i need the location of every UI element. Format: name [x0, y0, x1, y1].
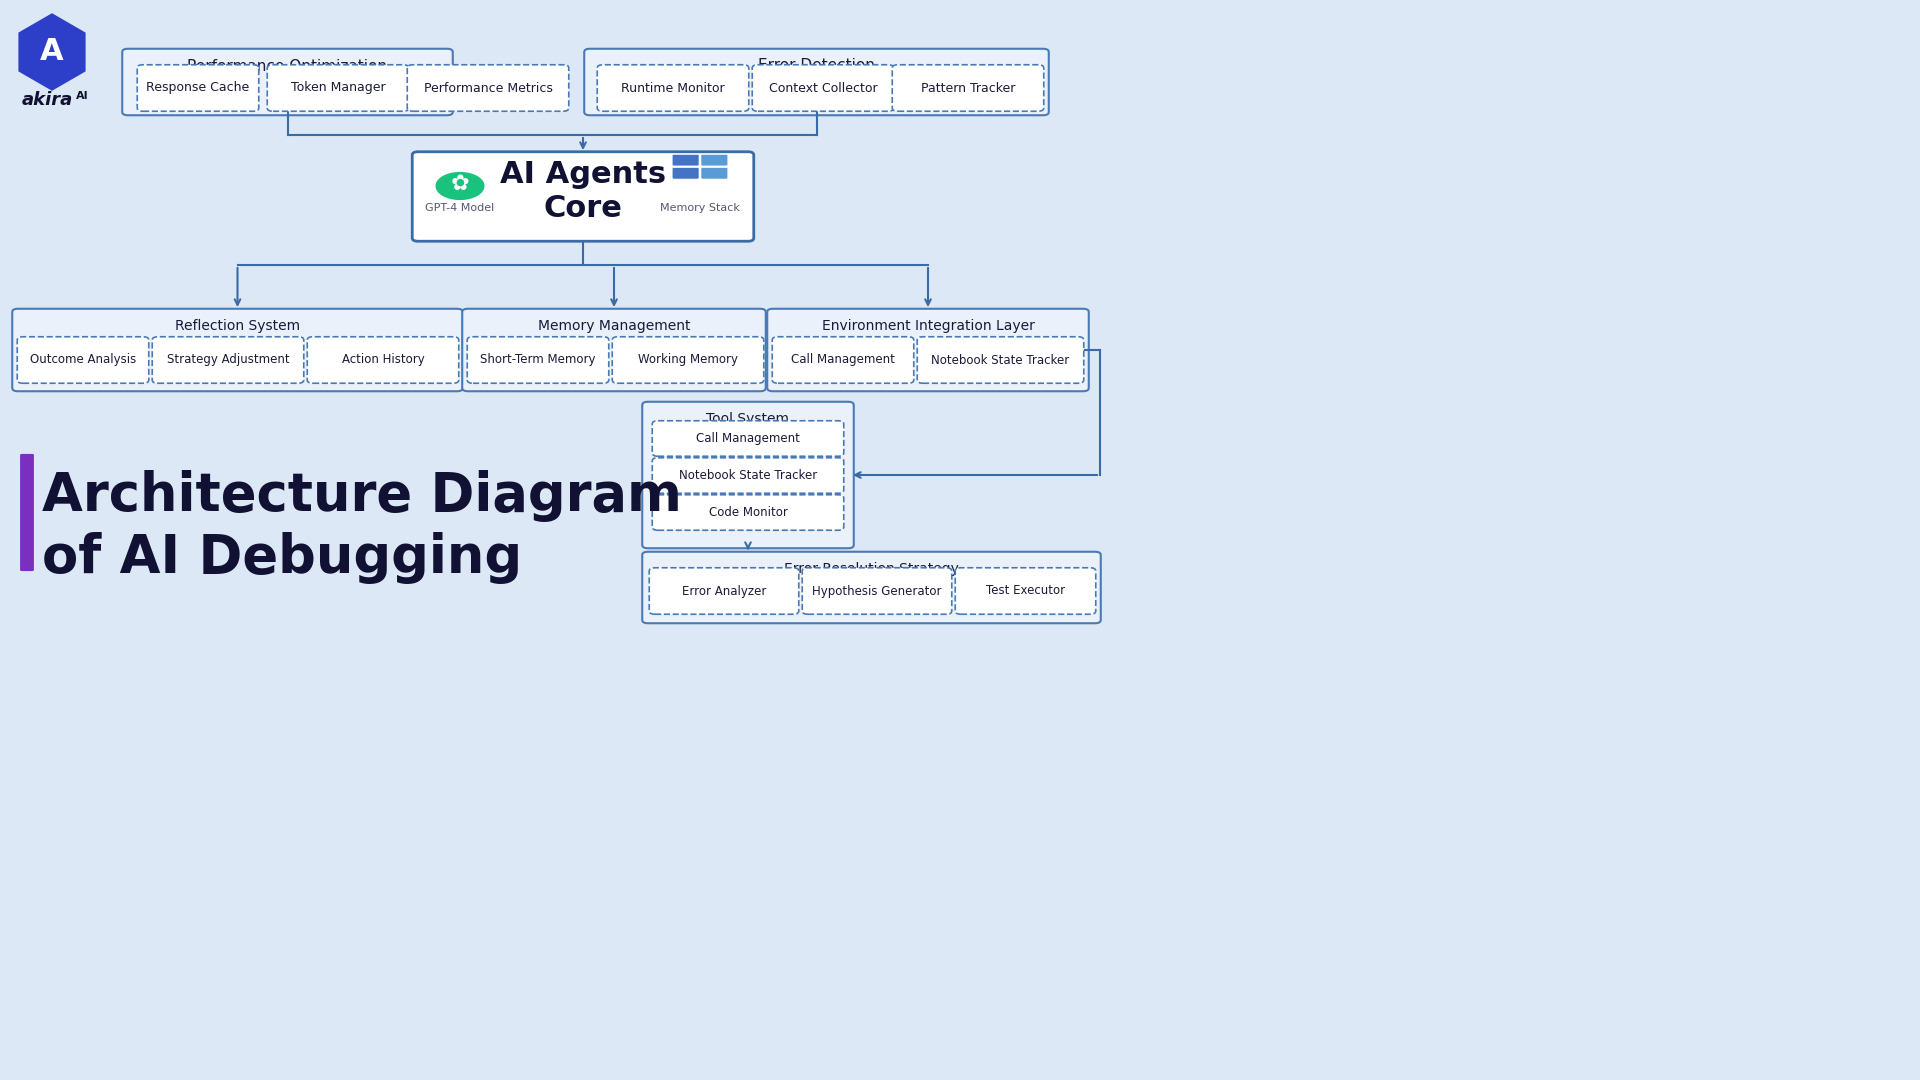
FancyBboxPatch shape	[701, 154, 728, 166]
Text: Memory Stack: Memory Stack	[660, 203, 739, 213]
FancyBboxPatch shape	[893, 65, 1044, 111]
Text: Token Manager: Token Manager	[290, 81, 386, 94]
FancyBboxPatch shape	[612, 337, 764, 383]
FancyBboxPatch shape	[407, 65, 568, 111]
FancyBboxPatch shape	[267, 65, 409, 111]
Text: Call Management: Call Management	[791, 353, 895, 366]
Text: Error Analyzer: Error Analyzer	[682, 584, 766, 597]
FancyBboxPatch shape	[584, 49, 1048, 116]
FancyBboxPatch shape	[803, 568, 952, 615]
Text: Action History: Action History	[342, 353, 424, 366]
FancyBboxPatch shape	[653, 495, 843, 530]
FancyBboxPatch shape	[641, 552, 1100, 623]
Circle shape	[436, 173, 484, 200]
FancyBboxPatch shape	[413, 152, 755, 241]
Text: Strategy Adjustment: Strategy Adjustment	[167, 353, 290, 366]
Text: Error Detection: Error Detection	[758, 58, 876, 73]
FancyBboxPatch shape	[641, 402, 854, 549]
FancyBboxPatch shape	[672, 154, 699, 166]
FancyBboxPatch shape	[653, 421, 843, 456]
Text: Code Monitor: Code Monitor	[708, 507, 787, 519]
FancyBboxPatch shape	[123, 49, 453, 116]
Text: Short-Term Memory: Short-Term Memory	[480, 353, 595, 366]
Text: Call Management: Call Management	[697, 432, 801, 445]
Text: Reflection System: Reflection System	[175, 319, 300, 333]
Text: AI Agents
Core: AI Agents Core	[499, 160, 666, 222]
Text: AI: AI	[75, 91, 88, 102]
FancyBboxPatch shape	[12, 309, 463, 391]
FancyBboxPatch shape	[17, 337, 148, 383]
Text: Response Cache: Response Cache	[146, 81, 250, 94]
FancyBboxPatch shape	[136, 65, 259, 111]
FancyBboxPatch shape	[701, 167, 728, 179]
Text: Pattern Tracker: Pattern Tracker	[922, 81, 1016, 94]
Text: Runtime Monitor: Runtime Monitor	[622, 81, 726, 94]
FancyBboxPatch shape	[768, 309, 1089, 391]
Text: Working Memory: Working Memory	[637, 353, 737, 366]
Text: Architecture Diagram
of AI Debugging: Architecture Diagram of AI Debugging	[42, 470, 682, 584]
FancyBboxPatch shape	[597, 65, 749, 111]
Text: Memory Management: Memory Management	[538, 319, 691, 333]
Text: Tool System: Tool System	[707, 411, 789, 426]
Text: Notebook State Tracker: Notebook State Tracker	[931, 353, 1069, 366]
Polygon shape	[19, 14, 84, 90]
FancyBboxPatch shape	[653, 458, 843, 494]
FancyBboxPatch shape	[463, 309, 766, 391]
Text: GPT-4 Model: GPT-4 Model	[426, 203, 495, 213]
Text: akira: akira	[21, 91, 73, 109]
Text: Performance Optimization: Performance Optimization	[188, 58, 388, 73]
FancyBboxPatch shape	[649, 568, 799, 615]
Text: Notebook State Tracker: Notebook State Tracker	[680, 469, 818, 482]
FancyBboxPatch shape	[772, 337, 914, 383]
Text: Test Executor: Test Executor	[987, 584, 1066, 597]
FancyBboxPatch shape	[19, 454, 35, 571]
Text: Context Collector: Context Collector	[768, 81, 877, 94]
Text: A: A	[40, 38, 63, 67]
Text: Error Resolution Strategy: Error Resolution Strategy	[783, 562, 958, 576]
FancyBboxPatch shape	[956, 568, 1096, 615]
FancyBboxPatch shape	[753, 65, 893, 111]
FancyBboxPatch shape	[467, 337, 609, 383]
Text: ✿: ✿	[451, 174, 468, 194]
Text: Performance Metrics: Performance Metrics	[424, 81, 553, 94]
FancyBboxPatch shape	[672, 167, 699, 179]
FancyBboxPatch shape	[152, 337, 303, 383]
FancyBboxPatch shape	[918, 337, 1083, 383]
FancyBboxPatch shape	[307, 337, 459, 383]
Text: Outcome Analysis: Outcome Analysis	[31, 353, 136, 366]
Text: Hypothesis Generator: Hypothesis Generator	[812, 584, 941, 597]
Text: Environment Integration Layer: Environment Integration Layer	[822, 319, 1035, 333]
